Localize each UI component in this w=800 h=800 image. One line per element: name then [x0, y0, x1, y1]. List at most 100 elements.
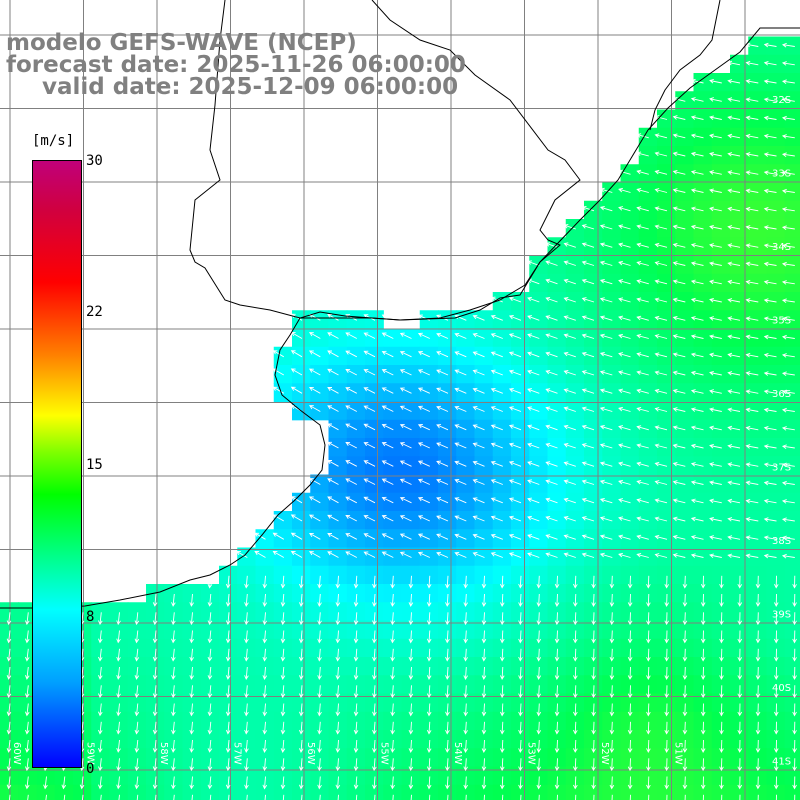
wind-arrow [737, 593, 743, 607]
longitude-labels: 60W 59W 58W 57W 56W 55W 54W 53W 52W 51W [11, 742, 684, 765]
wind-arrow [317, 575, 322, 589]
wind-arrow [246, 794, 248, 800]
wind-arrow [599, 187, 613, 193]
wind-cell [146, 784, 165, 800]
wind-arrow [666, 794, 668, 800]
wind-arrow [700, 593, 706, 607]
wind-cell [346, 602, 366, 622]
wind-arrow [563, 497, 576, 504]
wind-arrow [646, 758, 651, 772]
wind-cell [383, 748, 403, 768]
wind-cell [657, 127, 676, 147]
wind-arrow [499, 648, 505, 662]
wind-arrow [536, 703, 542, 717]
wind-cell [675, 127, 695, 147]
wind-arrow [436, 332, 449, 339]
wind-arrow [236, 551, 248, 558]
wind-arrow [627, 612, 633, 626]
wind-cell [565, 693, 585, 713]
wind-arrow [618, 406, 631, 412]
wind-arrow [272, 386, 285, 394]
wind-arrow [609, 685, 615, 699]
wind-cell [401, 657, 421, 676]
wind-cell [310, 638, 330, 658]
wind-arrow [327, 514, 339, 522]
wind-cell [401, 730, 421, 749]
wind-arrow [363, 405, 376, 412]
wind-arrow [727, 352, 741, 358]
wind-arrow [618, 206, 631, 212]
wind-arrow [345, 350, 358, 358]
wind-cell [748, 766, 768, 786]
wind-arrow [417, 533, 430, 540]
wind-cell [784, 584, 800, 603]
wind-arrow [792, 685, 797, 699]
wind-cell [182, 584, 202, 603]
wind-arrow [554, 630, 560, 644]
wind-cell [730, 419, 749, 439]
wind-arrow [599, 206, 613, 212]
wind-arrow [700, 685, 706, 699]
wind-arrow [527, 260, 540, 266]
wind-cell [511, 584, 530, 603]
wind-cell [748, 730, 768, 749]
wind-cell [748, 182, 768, 202]
wind-cell [711, 456, 731, 476]
wind-arrow [773, 685, 779, 699]
wind-arrow [280, 612, 286, 626]
wind-arrow [672, 425, 686, 431]
wind-cell [456, 766, 476, 786]
wind-arrow [244, 721, 249, 735]
wind-arrow [745, 97, 759, 102]
wind-arrow [792, 630, 797, 644]
wind-arrow [599, 279, 613, 285]
wind-arrow [508, 442, 522, 449]
wind-arrow [472, 424, 485, 431]
wind-arrow [363, 551, 376, 558]
wind-cell [602, 565, 622, 585]
latitude-label: 33S [772, 169, 791, 180]
wind-arrow [719, 776, 724, 790]
wind-cell [730, 784, 749, 800]
wind-arrow [472, 351, 485, 358]
wind-arrow [781, 115, 795, 121]
wind-arrow [454, 424, 467, 431]
wind-cell [730, 474, 749, 494]
wind-arrow [298, 721, 304, 735]
wind-cell [0, 657, 19, 676]
wind-cell [346, 675, 366, 695]
wind-cell [273, 675, 293, 695]
wind-cell [529, 711, 549, 731]
wind-arrow [672, 297, 686, 303]
wind-arrow [581, 461, 595, 467]
wind-arrow [682, 666, 688, 680]
wind-cell [547, 748, 567, 768]
wind-cell [602, 584, 622, 603]
wind-arrow [454, 442, 467, 449]
wind-cell [346, 620, 366, 640]
wind-cell [529, 638, 549, 658]
wind-arrow [463, 739, 468, 753]
wind-arrow [554, 593, 560, 607]
wind-arrow [454, 533, 467, 540]
wind-cell [766, 511, 786, 530]
wind-arrow [100, 794, 102, 800]
wind-arrow [755, 666, 761, 680]
wind-cell [675, 602, 695, 622]
wind-arrow [572, 575, 578, 589]
wind-arrow [6, 721, 12, 735]
wind-arrow [445, 721, 450, 735]
wind-arrow [599, 461, 613, 467]
wind-arrow [727, 60, 741, 66]
wind-arrow [690, 297, 704, 303]
wind-arrow [636, 370, 649, 376]
wind-arrow [618, 461, 631, 467]
wind-arrow [636, 498, 649, 504]
wind-arrow [272, 532, 285, 540]
wind-arrow [538, 794, 540, 800]
wind-arrow [672, 279, 686, 285]
wind-arrow [654, 133, 668, 139]
wind-cell [730, 54, 749, 74]
wind-arrow [563, 479, 576, 485]
wind-arrow [353, 593, 359, 607]
